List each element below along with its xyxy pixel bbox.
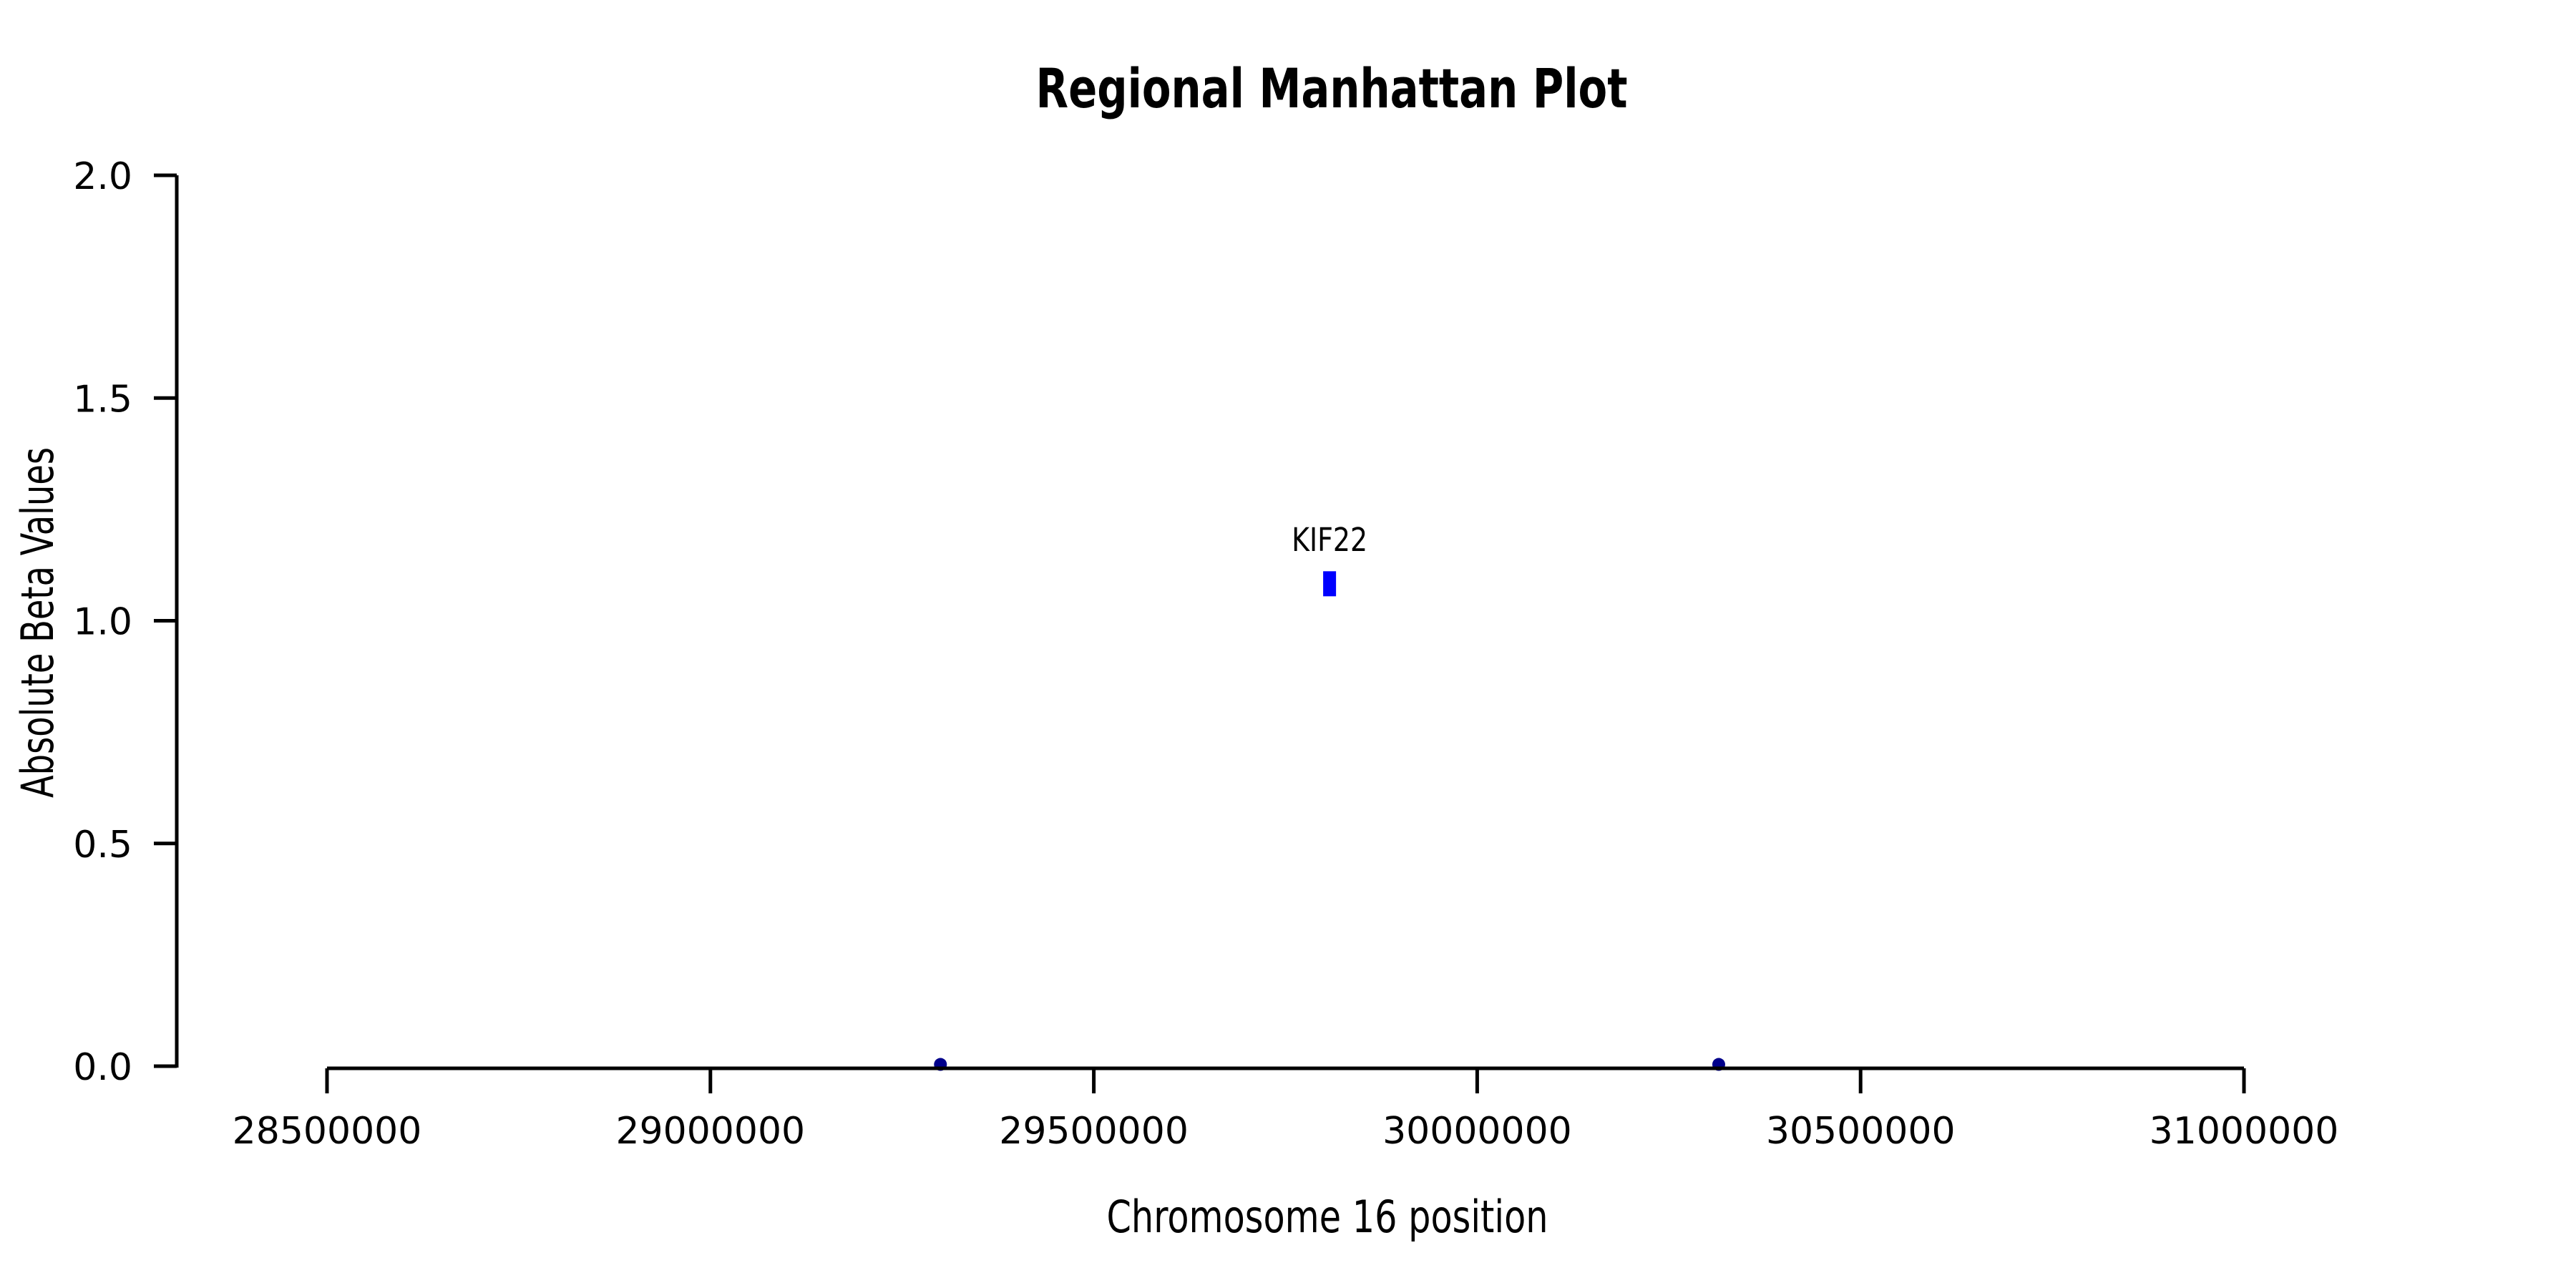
gene-annotation-layer: KIF22 (1292, 521, 1367, 597)
y-tick-label: 0.5 (73, 824, 132, 867)
gene-marker-rect (1323, 571, 1337, 597)
x-tick-label: 28500000 (233, 1110, 422, 1153)
x-axis: 28500000 29000000 29500000 30000000 30500000… (233, 1066, 2339, 1153)
x-tick-label: 31000000 (2150, 1110, 2339, 1153)
x-tick-label: 30000000 (1382, 1110, 1572, 1153)
y-axis-label: Absolute Beta Values (11, 447, 64, 798)
gene-label: KIF22 (1292, 521, 1367, 559)
y-tick-label: 2.0 (73, 155, 132, 198)
x-tick-label: 30500000 (1766, 1110, 1956, 1153)
y-axis: 0.0 0.5 1.0 1.5 2.0 (73, 155, 179, 1089)
chart-title: Regional Manhattan Plot (1036, 57, 1628, 120)
x-tick-label: 29500000 (999, 1110, 1189, 1153)
x-axis-label: Chromosome 16 position (1107, 1191, 1548, 1243)
y-tick-label: 1.0 (73, 601, 132, 644)
x-tick-label: 29000000 (615, 1110, 805, 1153)
y-tick-label: 1.5 (73, 378, 132, 421)
y-tick-label: 0.0 (73, 1046, 132, 1089)
